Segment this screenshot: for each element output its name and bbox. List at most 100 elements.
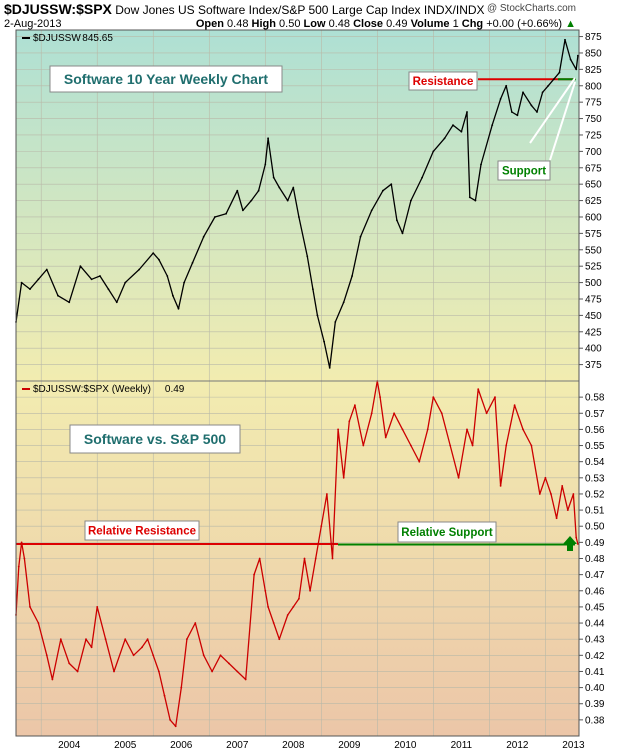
price-series-point [342, 301, 345, 304]
ratio-series-point [163, 694, 166, 697]
price-series-point [166, 275, 169, 277]
price-series-point [432, 150, 435, 153]
ratio-series-point [298, 597, 300, 600]
open-label: Open [195, 18, 224, 30]
ratio-chart-title-box [69, 424, 241, 454]
ratio-series-point [90, 646, 93, 649]
ratio-series-point [180, 686, 183, 689]
price-series-point [510, 111, 513, 113]
ratio-y-tick-label: 0.43 [585, 635, 605, 646]
ratio-series-point [303, 557, 306, 560]
price-y-tick-label: 600 [585, 212, 602, 223]
exchange: INDX/INDX [423, 3, 485, 17]
ratio-series-point [440, 412, 443, 415]
ratio-series-point [432, 396, 435, 398]
ratio-series-point [186, 638, 188, 641]
price-series-point [191, 262, 194, 264]
ratio-series-point [104, 638, 107, 641]
ratio-series-point [384, 436, 387, 439]
price-series-point [306, 255, 309, 258]
price-y-tick-label: 375 [585, 360, 602, 371]
ratio-series-point [267, 606, 269, 608]
price-series-point [45, 268, 48, 271]
ratio-series-point [337, 428, 339, 431]
price-series-point [37, 278, 40, 281]
price-y-tick-label: 825 [585, 65, 602, 76]
chg-value: +0.00 (+0.66%) [486, 18, 563, 30]
ratio-series-point [418, 460, 421, 463]
resistance-callout-label: Resistance [413, 76, 474, 88]
price-chart-title-text: Software 10 Year Weekly Chart [64, 71, 268, 87]
ratio-series-point [457, 476, 460, 479]
ratio-legend-value: 0.49 [165, 384, 185, 395]
price-series-point [214, 216, 216, 218]
ratio-y-tick-label: 0.46 [585, 586, 605, 597]
ratio-chart-title-text: Software vs. S&P 500 [84, 431, 226, 447]
price-series-point [272, 176, 275, 179]
price-series-point [312, 288, 314, 290]
close-label: Close [353, 18, 384, 30]
ratio-series-point [51, 678, 54, 681]
price-series-point [505, 84, 508, 87]
price-y-tick-label: 675 [585, 163, 602, 174]
support-pointer [549, 81, 576, 161]
x-tick-label: 2007 [226, 740, 249, 751]
price-series-point [370, 209, 373, 212]
ratio-series-point [485, 412, 488, 415]
price-series-point [552, 78, 555, 81]
price-series-point [401, 232, 404, 235]
plot-frame [15, 29, 580, 737]
ratio-series-point [522, 428, 524, 431]
chg-up-arrow-icon: ▲ [565, 18, 576, 30]
ratio-series-point [76, 670, 79, 673]
ratio-series-point [342, 476, 345, 479]
price-series-point [480, 163, 482, 166]
ratio-series-point [174, 725, 177, 728]
ratio-series-point [348, 420, 351, 423]
price-y-tick-label: 425 [585, 327, 602, 338]
ratio-series-line [15, 380, 579, 727]
ratio-y-tick-label: 0.38 [585, 715, 605, 726]
ratio-series-point [477, 388, 480, 390]
x-tick-label: 2005 [114, 740, 137, 751]
ratio-series-point [555, 517, 558, 520]
ratio-series-point [45, 654, 48, 657]
ratio-series-point [278, 638, 281, 641]
ratio-series-point [211, 670, 214, 673]
price-y-tick-label: 775 [585, 98, 602, 109]
ratio-series-point [544, 476, 547, 479]
ratio-series-point [37, 622, 40, 624]
price-y-tick-label: 800 [585, 81, 602, 92]
ratio-series-point [309, 589, 311, 592]
symbol-description: Dow Jones US Software Index/S&P 500 Larg… [115, 3, 421, 17]
price-series-point [225, 212, 228, 215]
ratio-series-point [23, 557, 26, 560]
price-series-point [382, 189, 384, 192]
price-series-point [286, 199, 289, 202]
price-series-point [152, 252, 155, 255]
relative-resistance-callout-label: Relative Resistance [88, 526, 196, 538]
x-tick-label: 2011 [451, 740, 473, 751]
price-series-point [99, 275, 101, 277]
symbol: $DJUSSW:$SPX [4, 1, 112, 17]
price-series-point [250, 199, 253, 202]
ratio-series-point [550, 493, 552, 495]
ratio-y-tick-label: 0.41 [585, 667, 605, 678]
price-series-point [474, 199, 477, 202]
ratio-series-point [499, 485, 502, 487]
ratio-series-point [505, 444, 508, 447]
price-series-point [522, 91, 524, 94]
ratio-series-point [561, 485, 564, 487]
price-series-point [172, 294, 174, 297]
open-value: 0.48 [227, 18, 249, 30]
price-y-tick-label: 550 [585, 245, 602, 256]
ratio-series-point [228, 662, 230, 665]
volume-value: 1 [452, 18, 459, 30]
ratio-y-tick-label: 0.56 [585, 425, 605, 436]
support-trendline [529, 77, 576, 144]
ratio-y-tick-label: 0.52 [585, 489, 605, 500]
ratio-series-point [20, 541, 23, 544]
price-series-point [124, 281, 127, 284]
relative-support-callout-box [397, 521, 497, 543]
ratio-y-tick-label: 0.55 [585, 441, 605, 452]
